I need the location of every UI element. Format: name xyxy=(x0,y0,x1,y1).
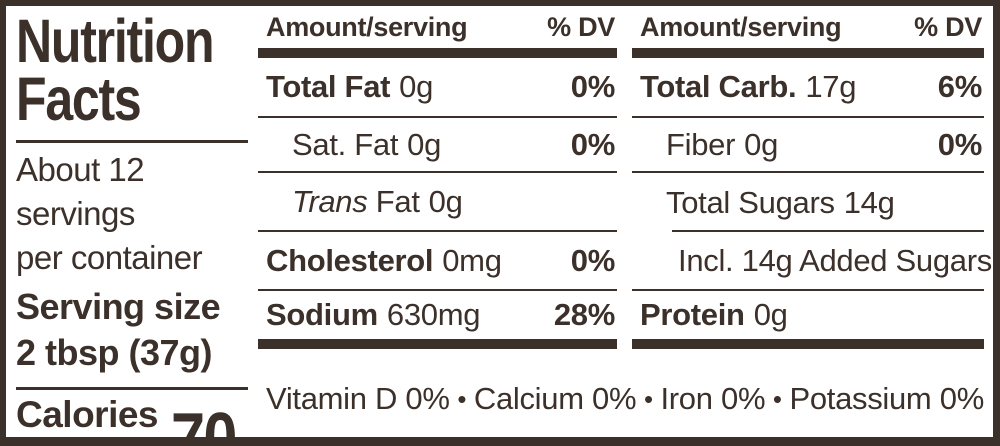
title-line-1: Nutrition xyxy=(16,7,215,75)
row-trans-fat: Trans Fat 0g xyxy=(258,173,617,232)
nutrient-dv: 6% xyxy=(937,69,983,104)
row-added-sugars: Incl. 14g Added Sugars 29% xyxy=(632,232,992,291)
nutrient-amount: 0g xyxy=(753,297,788,332)
nutrient-name: Total Sugars xyxy=(666,184,835,220)
nutrient-amount: 0mg xyxy=(442,242,502,278)
nutrient-name: Fiber xyxy=(666,126,736,162)
row-total-sugars: Total Sugars 14g xyxy=(632,173,984,232)
servings-line-1: About 12 servings xyxy=(16,151,145,232)
nutrient-name-italic: Trans xyxy=(292,183,368,219)
nutrient-column-carb-protein: Amount/serving % DV Total Carb. 17g 6% Fi… xyxy=(632,6,992,349)
label-title: Nutrition Facts xyxy=(16,7,215,133)
nutrient-name: Protein xyxy=(640,297,745,332)
servings-per-container: About 12 servings per container xyxy=(16,148,248,280)
divider xyxy=(16,140,248,143)
row-sat-fat: Sat. Fat 0g 0% xyxy=(258,118,617,173)
nutrient-name: Fat xyxy=(375,183,420,219)
calories-label: Calories xyxy=(16,394,159,435)
nutrient-amount: 17g xyxy=(805,69,857,104)
nutrient-name: Sat. Fat xyxy=(292,126,399,162)
bullet-separator: • xyxy=(772,383,782,414)
row-total-fat: Total Fat 0g 0% xyxy=(258,58,617,118)
row-fiber: Fiber 0g 0% xyxy=(632,118,984,173)
nutrient-dv: 0% xyxy=(570,69,616,104)
nutrient-amount: 0g xyxy=(399,69,434,104)
amount-serving-header: Amount/serving xyxy=(640,12,842,42)
bullet-separator: • xyxy=(643,383,653,414)
row-protein: Protein 0g xyxy=(632,291,984,349)
nutrient-name: Cholesterol xyxy=(266,242,434,278)
serving-size-label: Serving size xyxy=(16,286,221,327)
row-total-carb: Total Carb. 17g 6% xyxy=(632,58,984,118)
column-header: Amount/serving % DV xyxy=(258,6,617,58)
potassium-value: Potassium 0% xyxy=(789,381,984,416)
micronutrients-row: Vitamin D 0% • Calcium 0% • Iron 0% • Po… xyxy=(258,369,984,429)
iron-value: Iron 0% xyxy=(660,381,766,416)
serving-size: Serving size 2 tbsp (37g) xyxy=(16,284,248,376)
nutrient-amount: 0g xyxy=(744,126,779,162)
nutrient-dv: 28% xyxy=(553,297,615,332)
row-sodium: Sodium 630mg 28% xyxy=(258,291,617,349)
calories-labels: Calories per serving xyxy=(16,394,161,437)
left-panel: Nutrition Facts About 12 servings per co… xyxy=(16,7,248,446)
calories-value: 70 xyxy=(171,399,237,446)
nutrient-name: Total Carb. xyxy=(640,69,797,104)
nutrient-name: Incl. 14g Added Sugars xyxy=(678,242,992,278)
bullet-separator: • xyxy=(457,383,467,414)
percent-dv-header: % DV xyxy=(547,12,615,42)
servings-line-2: per container xyxy=(16,239,203,276)
nutrient-amount: 0g xyxy=(407,126,442,162)
indented-divider xyxy=(672,229,984,232)
calories-block: Calories per serving 70 xyxy=(16,394,248,446)
nutrient-name: Total Fat xyxy=(266,69,391,104)
nutrient-amount: 630mg xyxy=(386,297,481,332)
row-cholesterol: Cholesterol 0mg 0% xyxy=(258,232,617,291)
calcium-value: Calcium 0% xyxy=(473,381,637,416)
nutrient-column-fat-sodium: Amount/serving % DV Total Fat 0g 0% Sat. … xyxy=(258,6,617,349)
column-header: Amount/serving % DV xyxy=(632,6,984,58)
vitamin-d-value: Vitamin D 0% xyxy=(266,381,450,416)
nutrient-dv: 0% xyxy=(937,126,983,162)
nutrient-amount: 14g xyxy=(843,184,895,220)
calories-sublabel: per serving xyxy=(16,436,161,437)
nutrient-amount: 0g xyxy=(428,183,463,219)
nutrient-name: Sodium xyxy=(266,297,378,332)
title-line-2: Facts xyxy=(16,65,142,133)
divider xyxy=(16,387,248,390)
nutrient-dv: 0% xyxy=(570,242,616,278)
percent-dv-header: % DV xyxy=(914,12,982,42)
amount-serving-header: Amount/serving xyxy=(266,12,468,42)
nutrient-dv: 0% xyxy=(570,126,616,162)
serving-size-value: 2 tbsp (37g) xyxy=(16,332,213,373)
